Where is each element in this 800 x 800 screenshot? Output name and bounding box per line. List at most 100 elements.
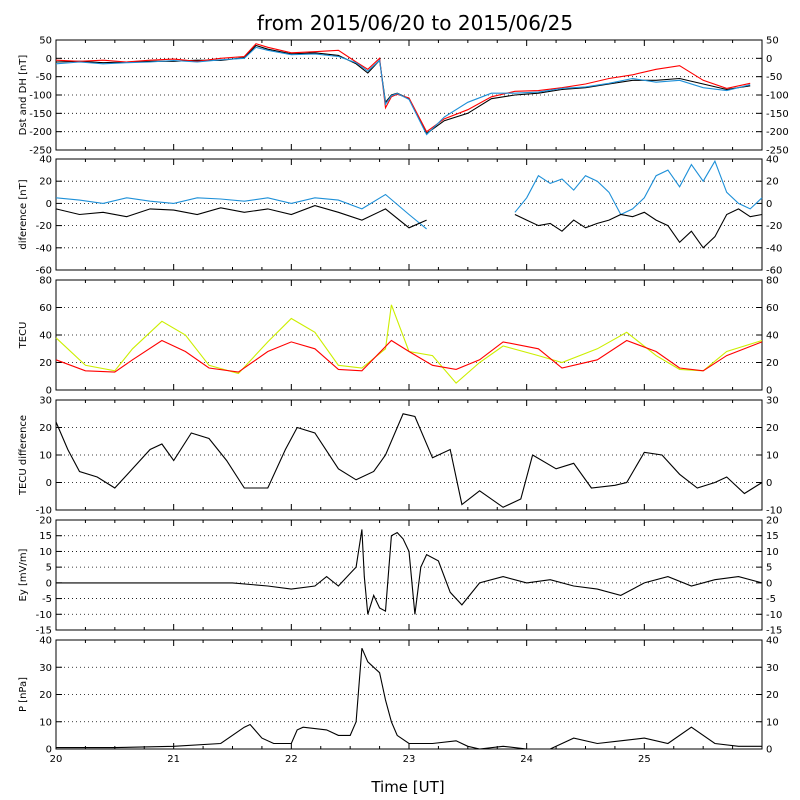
y-tick-label: -10 xyxy=(36,610,52,621)
y-tick-label-right: -200 xyxy=(766,127,789,138)
y-tick-label: -40 xyxy=(36,243,52,254)
x-tick-label: 20 xyxy=(50,754,63,765)
y-axis-label: Dst and DH [nT] xyxy=(18,55,29,136)
panel-1: 50 50 0 0 -50 -50 -100 -100 -150 -150 -200 -200 -250… xyxy=(18,36,789,157)
series-line-red xyxy=(55,339,763,373)
y-tick-label: 10 xyxy=(39,451,52,462)
y-tick-label-right: 20 xyxy=(766,690,779,701)
y-tick-label-right: 10 xyxy=(766,547,779,558)
series-line-black xyxy=(56,647,762,750)
y-tick-label: -100 xyxy=(29,91,52,102)
y-tick-label-right: -250 xyxy=(766,146,789,157)
y-tick-label-right: 80 xyxy=(766,276,779,287)
y-tick-label-right: -10 xyxy=(766,610,782,621)
y-tick-label: 20 xyxy=(39,358,52,369)
y-tick-label: 20 xyxy=(39,423,52,434)
chart-panels: 50 500 0-50 -50-100 -100-150 -150-200 -200-250… xyxy=(18,36,789,766)
y-tick-label-right: 0 xyxy=(766,745,772,756)
y-tick-label: 15 xyxy=(39,531,52,542)
y-tick-label: 40 xyxy=(39,155,52,166)
y-tick-label-right: 20 xyxy=(766,177,779,188)
y-tick-label: 80 xyxy=(39,276,52,287)
y-tick-label: -5 xyxy=(42,594,52,605)
y-axis-label: Ey [mV/m] xyxy=(18,548,29,601)
y-tick-label: 60 xyxy=(39,303,52,314)
y-tick-label-right: 10 xyxy=(766,717,779,728)
y-tick-label-right: 10 xyxy=(766,451,779,462)
y-tick-label: 30 xyxy=(39,663,52,674)
series-line-yellow xyxy=(55,304,763,384)
y-tick-label-right: -150 xyxy=(766,109,789,120)
x-tick-label: 23 xyxy=(403,754,416,765)
panel-5: 20 20 15 15 10 10 5 5 0 0 -5 -5 -10 -10 -15 -15 Ey [mV/m… xyxy=(18,516,782,637)
y-tick-label: 0 xyxy=(46,54,52,65)
panel-2: 40 40 20 20 0 0 -20 -20 -40 -40 -60 -60 diference [n… xyxy=(18,155,782,277)
y-tick-label-right: -10 xyxy=(766,506,782,517)
y-axis-label: diference [nT] xyxy=(18,179,29,249)
y-tick-label-right: 50 xyxy=(766,36,779,47)
y-tick-label-right: 5 xyxy=(766,563,772,574)
chart-title: from 2015/06/20 to 2015/06/25 xyxy=(257,11,573,35)
y-tick-label-right: 20 xyxy=(766,423,779,434)
y-axis-label: P [nPa] xyxy=(18,677,29,712)
y-tick-label-right: 40 xyxy=(766,155,779,166)
y-tick-label-right: -20 xyxy=(766,221,782,232)
y-tick-label-right: -5 xyxy=(766,594,776,605)
y-tick-label: -10 xyxy=(36,506,52,517)
y-tick-label: 0 xyxy=(46,199,52,210)
x-tick-label: 21 xyxy=(167,754,180,765)
y-tick-label: -200 xyxy=(29,127,52,138)
y-tick-label-right: 15 xyxy=(766,531,779,542)
series-line-black-seg2 xyxy=(514,208,763,249)
series-line-black-seg1 xyxy=(55,205,427,229)
y-tick-label: 0 xyxy=(46,478,52,489)
y-tick-label-right: 0 xyxy=(766,199,772,210)
y-tick-label: 0 xyxy=(46,578,52,589)
y-tick-label-right: 60 xyxy=(766,303,779,314)
y-tick-label: 30 xyxy=(39,396,52,407)
y-tick-label: 10 xyxy=(39,717,52,728)
y-tick-label: 0 xyxy=(46,386,52,397)
panel-frame xyxy=(55,519,763,631)
x-tick-label: 22 xyxy=(285,754,298,765)
y-tick-label-right: 0 xyxy=(766,54,772,65)
y-axis-label: TECU xyxy=(18,322,29,350)
x-tick-label: 24 xyxy=(520,754,533,765)
y-tick-label: 0 xyxy=(46,745,52,756)
y-tick-label: -60 xyxy=(36,266,52,277)
y-tick-label-right: 0 xyxy=(766,386,772,397)
y-tick-label: -20 xyxy=(36,221,52,232)
y-tick-label: 20 xyxy=(39,690,52,701)
y-tick-label-right: -50 xyxy=(766,72,782,83)
y-tick-label: -50 xyxy=(36,72,52,83)
y-axis-label: TECU difference xyxy=(18,415,29,496)
series-line-black xyxy=(56,529,763,615)
y-tick-label-right: 30 xyxy=(766,396,779,407)
series-line-blue-seg1 xyxy=(55,193,427,230)
y-tick-label: -150 xyxy=(29,109,52,120)
x-tick-label: 25 xyxy=(638,754,651,765)
y-tick-label: 20 xyxy=(39,177,52,188)
y-tick-label: -250 xyxy=(29,146,52,157)
x-axis-label: Time [UT] xyxy=(370,778,444,796)
panel-3: 80 80 60 60 40 40 20 20 0 0 TECU xyxy=(18,276,779,397)
panel-4: 30 30 20 20 10 10 0 0 -10 -10 TECU difference xyxy=(18,396,782,517)
series-line-blue-seg2 xyxy=(514,159,763,216)
y-tick-label: 10 xyxy=(39,547,52,558)
y-tick-label-right: 20 xyxy=(766,516,779,527)
y-tick-label: 5 xyxy=(46,563,52,574)
y-tick-label-right: 40 xyxy=(766,636,779,647)
y-tick-label-right: 0 xyxy=(766,578,772,589)
y-tick-label: 20 xyxy=(39,516,52,527)
y-tick-label: 40 xyxy=(39,331,52,342)
y-tick-label-right: 30 xyxy=(766,663,779,674)
y-tick-label: -15 xyxy=(36,626,52,637)
y-tick-label: 40 xyxy=(39,636,52,647)
y-tick-label-right: 40 xyxy=(766,331,779,342)
y-tick-label-right: 0 xyxy=(766,478,772,489)
y-tick-label: 50 xyxy=(39,36,52,47)
y-tick-label-right: -40 xyxy=(766,243,782,254)
series-line-red xyxy=(55,43,751,133)
